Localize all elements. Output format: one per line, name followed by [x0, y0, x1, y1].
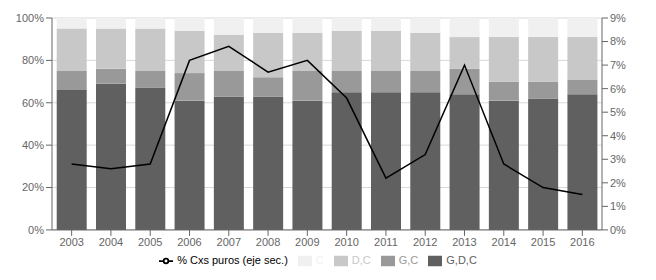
svg-text:2014: 2014 [492, 236, 516, 248]
svg-text:1%: 1% [610, 200, 626, 212]
svg-text:6%: 6% [610, 83, 626, 95]
svg-text:80%: 80% [22, 54, 44, 66]
svg-text:40%: 40% [22, 139, 44, 151]
svg-text:8%: 8% [610, 35, 626, 47]
svg-text:0%: 0% [610, 224, 626, 236]
html-text:D,C: D,C [351, 253, 371, 266]
svg-text:100%: 100% [16, 12, 44, 24]
svg-text:2015: 2015 [531, 236, 555, 248]
html-text:G,C: G,C [398, 253, 419, 266]
svg-text:9%: 9% [610, 12, 626, 24]
svg-text:3%: 3% [610, 153, 626, 165]
svg-text:5%: 5% [610, 106, 626, 118]
html-text:C: C [315, 253, 324, 266]
svg-text:2006: 2006 [177, 236, 201, 248]
svg-text:2013: 2013 [452, 236, 476, 248]
svg-text:0%: 0% [28, 224, 44, 236]
svg-text:2008: 2008 [256, 236, 280, 248]
svg-text:2011: 2011 [374, 236, 398, 248]
svg-text:2016: 2016 [570, 236, 594, 248]
svg-text:2003: 2003 [59, 236, 83, 248]
html-text:% Cxs puros (eje sec.): % Cxs puros (eje sec.) [177, 253, 288, 266]
svg-text:2007: 2007 [217, 236, 241, 248]
svg-text:2005: 2005 [138, 236, 162, 248]
svg-text:60%: 60% [22, 97, 44, 109]
html-text:G,D,C: G,D,C [446, 253, 477, 266]
svg-text:7%: 7% [610, 59, 626, 71]
svg-text:2004: 2004 [99, 236, 123, 248]
svg-text:20%: 20% [22, 181, 44, 193]
svg-text:2010: 2010 [334, 236, 358, 248]
svg-text:2009: 2009 [295, 236, 319, 248]
svg-text:4%: 4% [610, 130, 626, 142]
svg-text:2%: 2% [610, 177, 626, 189]
svg-text:2012: 2012 [413, 236, 437, 248]
